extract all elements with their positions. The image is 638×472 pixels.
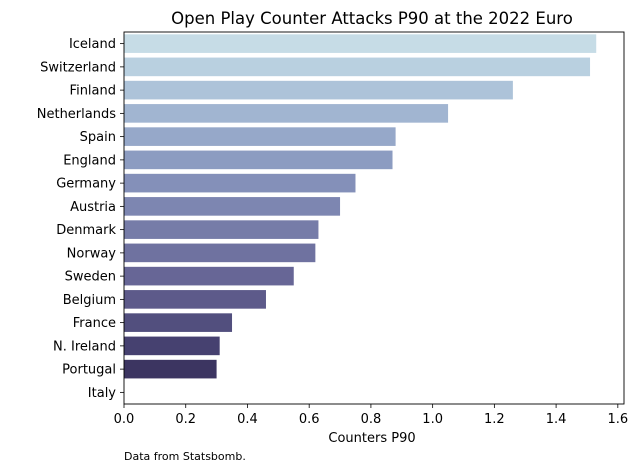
bar-england — [124, 150, 393, 170]
bar-norway — [124, 243, 316, 263]
y-tick-label: Germany — [56, 177, 116, 192]
x-ticks: 0.0 0.2 0.4 0.6 0.8 1.0 1.2 1.4 1.6 — [114, 404, 628, 427]
bar-sweden — [124, 266, 294, 286]
x-tick-label: 1.0 — [422, 412, 443, 427]
bar-belgium — [124, 290, 266, 309]
x-tick-label: 0.0 — [114, 412, 135, 427]
x-tick-label: 1.4 — [546, 412, 567, 427]
x-tick-label: 0.8 — [361, 412, 382, 427]
y-tick-label: Netherlands — [37, 107, 116, 122]
bar-finland — [124, 80, 513, 100]
y-tick-label: Italy — [88, 386, 117, 401]
bar-spain — [124, 127, 396, 146]
y-tick-label: France — [73, 316, 116, 331]
bar-n-ireland — [124, 336, 220, 356]
x-tick-label: 0.2 — [175, 412, 196, 427]
source-note: Data from Statsbomb. — [124, 450, 246, 463]
bar-austria — [124, 197, 341, 216]
x-tick-label: 1.6 — [607, 412, 628, 427]
bar-iceland — [124, 34, 597, 53]
y-tick-label: Austria — [70, 200, 116, 215]
bars-group — [124, 34, 597, 379]
bar-netherlands — [124, 104, 449, 123]
y-tick-label: Portugal — [62, 363, 116, 378]
y-tick-label: England — [63, 153, 116, 168]
bar-germany — [124, 173, 356, 193]
x-tick-label: 0.4 — [237, 412, 258, 427]
y-tick-label: Switzerland — [40, 60, 116, 75]
y-tick-label: Norway — [67, 246, 117, 261]
y-tick-label: Finland — [70, 84, 116, 99]
x-tick-label: 0.6 — [299, 412, 320, 427]
y-tick-labels: Iceland Switzerland Finland Netherlands Spai… — [37, 37, 124, 401]
bar-switzerland — [124, 57, 591, 77]
y-tick-label: N. Ireland — [53, 339, 116, 354]
x-tick-label: 1.2 — [484, 412, 505, 427]
y-tick-label: Spain — [80, 130, 116, 145]
y-tick-label: Sweden — [65, 270, 116, 285]
y-tick-label: Belgium — [63, 293, 116, 308]
bar-portugal — [124, 359, 217, 379]
x-axis-label: Counters P90 — [328, 431, 415, 446]
plot-frame — [123, 31, 625, 405]
y-tick-label: Denmark — [56, 223, 116, 238]
chart-title: Open Play Counter Attacks P90 at the 202… — [171, 9, 573, 28]
bar-france — [124, 313, 233, 332]
bar-denmark — [124, 220, 319, 239]
y-tick-label: Iceland — [69, 37, 116, 52]
